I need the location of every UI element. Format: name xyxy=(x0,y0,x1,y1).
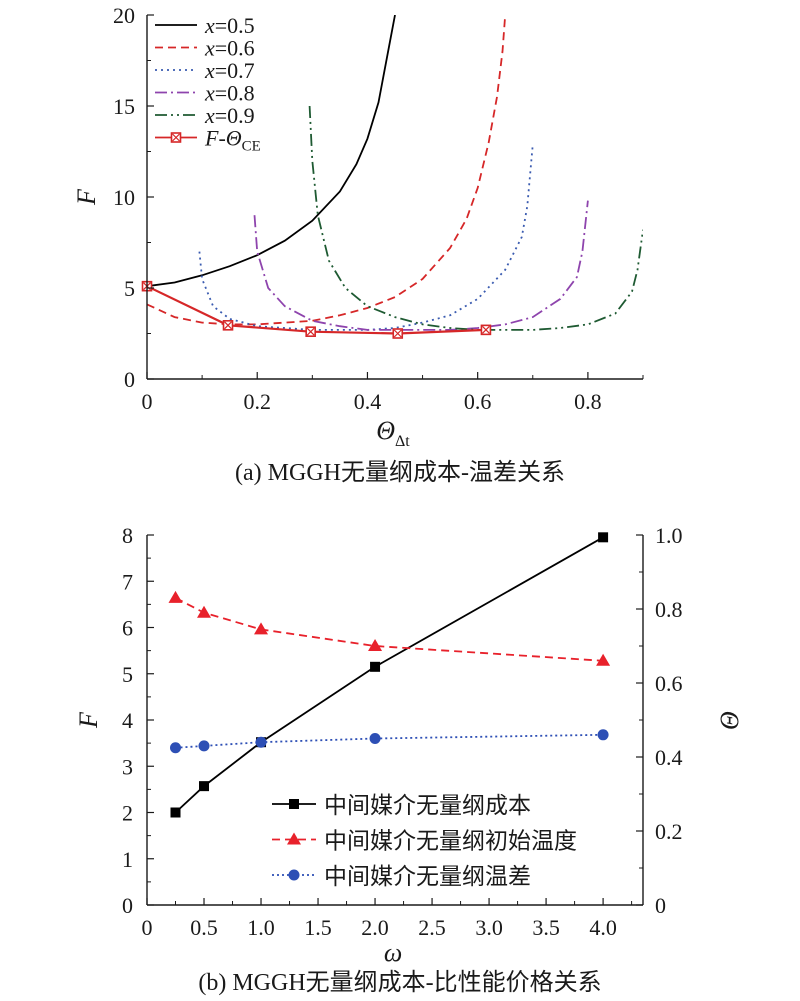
x-tick-label-a: 0.4 xyxy=(354,389,382,414)
legend-marker-a-cross xyxy=(172,133,180,142)
x-axis-label-a: ΘΔt xyxy=(376,416,410,450)
legend-label-b-0: 中间媒介无量纲成本 xyxy=(324,793,531,819)
y2-axis-label-b: Θ xyxy=(715,711,744,730)
series-line-b-0 xyxy=(174,536,604,814)
x-tick-label-a: 0.6 xyxy=(464,389,492,414)
y2-tick-label-b: 0.8 xyxy=(655,597,683,622)
y2-tick-label-b: 0.4 xyxy=(655,745,683,770)
legend-label-b-2: 中间媒介无量纲温差 xyxy=(324,864,531,890)
data-point-a-cross xyxy=(224,321,232,330)
x-tick-label-a: 0 xyxy=(142,389,153,414)
data-point-a-cross xyxy=(393,329,402,338)
data-point-b xyxy=(597,729,609,741)
data-point-b xyxy=(254,622,269,635)
x-tick-label-b: 1.0 xyxy=(247,915,275,940)
x-tick-label-b: 2.0 xyxy=(361,915,389,940)
series-line-a-0 xyxy=(147,15,396,288)
data-point-b xyxy=(596,653,611,666)
y-tick-label-b: 7 xyxy=(122,569,133,594)
legend-marker-b xyxy=(288,869,300,881)
x-tick-label-b: 0.5 xyxy=(190,915,218,940)
legend-label-b-1: 中间媒介无量纲初始温度 xyxy=(324,829,577,855)
series-line-b-2 xyxy=(175,733,604,749)
y-tick-label-b: 8 xyxy=(122,523,133,548)
y2-tick-label-b: 0.2 xyxy=(655,819,683,844)
data-point-b xyxy=(168,590,183,603)
series-line-a-1 xyxy=(147,15,507,326)
data-point-a-cross xyxy=(482,325,490,334)
x-tick-label-b: 3.0 xyxy=(475,915,503,940)
y-axis-label-b: F xyxy=(74,711,103,729)
legend-label-a-1: x=0.6 xyxy=(204,36,255,61)
data-point-b xyxy=(368,639,383,651)
x-axis-label-b: ω xyxy=(384,938,402,967)
y-tick-label-b: 4 xyxy=(122,708,133,733)
data-point-b xyxy=(199,781,210,792)
x-tick-label-b: 4.0 xyxy=(589,915,617,940)
series-line-a-2 xyxy=(198,144,534,331)
data-point-b xyxy=(255,736,267,748)
x-tick-label-a: 0.8 xyxy=(574,389,602,414)
y-tick-label-b: 2 xyxy=(122,801,133,826)
x-tick-label-b: 1.5 xyxy=(304,915,332,940)
data-point-b xyxy=(598,532,609,543)
y-tick-label-b: 1 xyxy=(122,847,133,872)
legend-label-a-4: x=0.9 xyxy=(204,103,255,128)
legend-marker-b xyxy=(289,799,299,809)
y2-tick-label-b: 0.6 xyxy=(655,671,683,696)
x-tick-label-b: 0 xyxy=(142,915,153,940)
chart-b: 0 1 2 3 4 5 6 7 8 0 0.2 0.4 0.6 0.8 1.0 0 0.5 1.0 1.5 2.0 2.… xyxy=(74,523,744,967)
y-axis-label-a: F xyxy=(72,188,101,206)
y-tick-label-a: 20 xyxy=(113,3,135,28)
y2-tick-label-b: 1.0 xyxy=(655,523,683,548)
data-point-b xyxy=(170,742,182,754)
legend-label-a-3: x=0.8 xyxy=(204,81,255,106)
data-point-b xyxy=(170,807,181,818)
series-line-b-1 xyxy=(175,597,604,662)
chart-a: 0 5 10 15 20 0 0.2 0.4 0.6 0.8 F ΘΔt x=0.5x=0.6x=0.7… xyxy=(72,3,644,450)
y-tick-label-b: 6 xyxy=(122,616,133,641)
y-tick-label-b: 0 xyxy=(122,893,133,918)
data-point-b xyxy=(370,661,381,672)
y2-tick-label-b: 0 xyxy=(655,893,666,918)
series-line-a-4 xyxy=(308,105,643,331)
caption-a: (a) MGGH无量纲成本-温差关系 xyxy=(235,460,565,486)
series-line-a-3 xyxy=(253,200,589,331)
data-point-b xyxy=(197,605,212,618)
legend-marker-b xyxy=(287,832,301,845)
data-point-b xyxy=(369,733,381,744)
x-tick-label-a: 0.2 xyxy=(243,389,271,414)
legend-label-a-2: x=0.7 xyxy=(204,58,255,83)
y-tick-label-a: 5 xyxy=(124,276,135,301)
legend-label-a-0: x=0.5 xyxy=(204,13,255,38)
y-tick-label-a: 0 xyxy=(124,367,135,392)
y-tick-label-b: 5 xyxy=(122,662,133,687)
legend-label-a-5: F-ΘCE xyxy=(204,126,261,155)
x-tick-label-b: 3.5 xyxy=(532,915,560,940)
y-tick-label-a: 15 xyxy=(113,94,135,119)
y-tick-label-b: 3 xyxy=(122,754,133,779)
data-point-b xyxy=(198,740,210,752)
caption-b: (b) MGGH无量纲成本-比性能价格关系 xyxy=(198,970,602,996)
data-point-a-cross xyxy=(306,327,315,336)
y-tick-label-a: 10 xyxy=(113,185,135,210)
x-tick-label-b: 2.5 xyxy=(418,915,446,940)
